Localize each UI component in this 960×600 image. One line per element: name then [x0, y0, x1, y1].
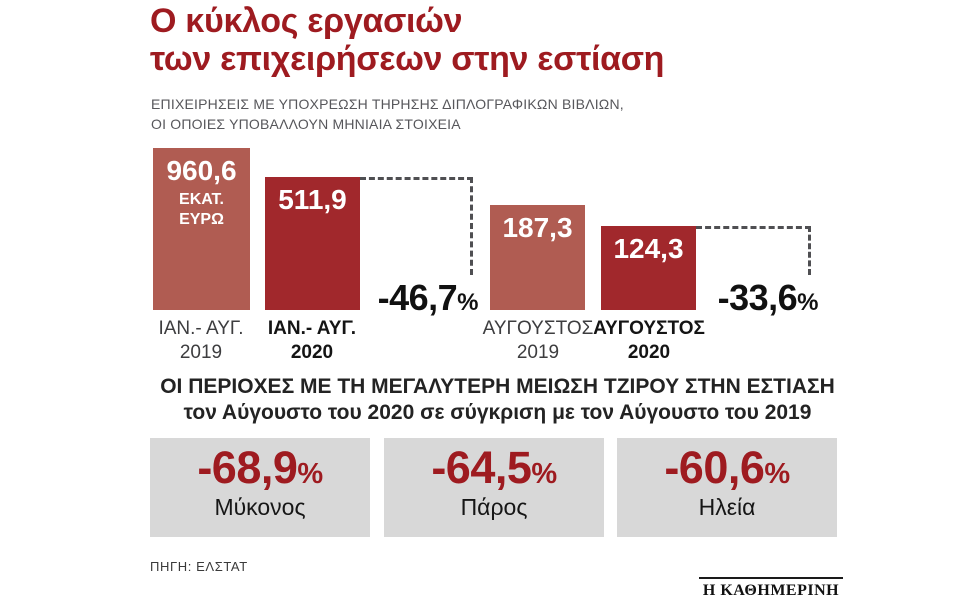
chart-subtitle-line-1: ΕΠΙΧΕΙΡΗΣΕΙΣ ΜΕ ΥΠΟΧΡΕΩΣΗ ΤΗΡΗΣΗΣ ΔΙΠΛΟΓ…: [151, 96, 624, 112]
bar-unit-line-1: ΕΚΑΤ.: [179, 191, 224, 208]
region-name: Ηλεία: [698, 494, 756, 520]
percent-sign: %: [797, 289, 818, 316]
bar-label-line-2: 2019: [179, 342, 223, 364]
bar-aug-2020-value: 124,3: [613, 233, 684, 264]
page-title-line-1: Ο κύκλος εργασιών: [150, 2, 463, 40]
region-card-paros: -64,5% Πάρος: [384, 438, 604, 537]
percent-sign: %: [457, 289, 478, 316]
bar-label-line-2: 2020: [627, 342, 671, 364]
percent-sign: %: [764, 458, 790, 490]
region-card-mykonos: -68,9% Μύκονος: [150, 438, 370, 537]
change-label-aug: -33,6%: [688, 277, 819, 319]
bar-label-line-1: ΙΑΝ.- ΑΥΓ.: [267, 318, 357, 339]
bar-label-line-1: ΑΥΓΟΥΣΤΟΣ: [482, 318, 594, 339]
bar-label-line-2: 2019: [516, 342, 560, 364]
bar-label-line-2: 2020: [290, 342, 334, 364]
bar-aug-2020: 124,3: [601, 226, 696, 310]
change-bracket-aug: [696, 226, 811, 275]
page-title: Ο κύκλος εργασιών των επιχειρήσεων στην …: [150, 2, 664, 78]
chart-subtitle-line-2: ΟΙ ΟΠΟΙΕΣ ΥΠΟΒΑΛΛΟΥΝ ΜΗΝΙΑΙΑ ΣΤΟΙΧΕΙΑ: [151, 116, 461, 133]
bar-unit-line-2: ΕΥΡΩ: [179, 211, 224, 228]
chart-subtitle: ΕΠΙΧΕΙΡΗΣΕΙΣ ΜΕ ΥΠΟΧΡΕΩΣΗ ΤΗΡΗΣΗΣ ΔΙΠΛΟΓ…: [151, 94, 624, 135]
bar-janaug-2019-unit: ΕΚΑΤ. ΕΥΡΩ: [153, 190, 250, 230]
region-change-value: -60,6%: [617, 442, 837, 494]
kathimerini-logo: Η ΚΑΘΗΜΕΡΙΝΗ: [699, 577, 843, 600]
source-note: ΠΗΓΗ: ΕΛΣΤΑΤ: [150, 559, 248, 574]
bar-label-janaug-2019: ΙΑΝ.- ΑΥΓ. 2019: [141, 317, 261, 366]
regions-heading-line-2: τον Αύγουστο του 2020 σε σύγκριση με τον…: [183, 401, 812, 425]
bar-janaug-2020-value: 511,9: [278, 184, 347, 215]
region-card-ileia: -60,6% Ηλεία: [617, 438, 837, 537]
bar-label-janaug-2020: ΙΑΝ.- ΑΥΓ. 2020: [252, 317, 372, 366]
region-change-number: -68,9: [197, 442, 298, 493]
region-change-number: -64,5: [431, 442, 532, 493]
region-name: Πάρος: [460, 494, 528, 520]
change-janaug-value: -46,7: [377, 277, 458, 318]
change-aug-value: -33,6: [717, 277, 798, 318]
bar-label-aug-2019: ΑΥΓΟΥΣΤΟΣ 2019: [478, 317, 598, 366]
change-label-janaug: -46,7%: [348, 277, 479, 319]
bar-label-line-1: ΑΥΓΟΥΣΤΟΣ: [593, 318, 705, 339]
change-bracket-janaug: [360, 177, 473, 275]
page-title-line-2: των επιχειρήσεων στην εστίαση: [150, 40, 665, 79]
bar-aug-2019: 187,3: [490, 205, 585, 310]
bar-label-line-1: ΙΑΝ.- ΑΥΓ.: [158, 318, 244, 339]
percent-sign: %: [297, 458, 323, 490]
region-change-number: -60,6: [664, 442, 765, 493]
bar-janaug-2019-value: 960,6: [166, 155, 237, 186]
bar-janaug-2019: 960,6 ΕΚΑΤ. ΕΥΡΩ: [153, 148, 250, 310]
bar-aug-2019-value: 187,3: [502, 212, 573, 243]
bar-janaug-2020: 511,9: [265, 177, 360, 310]
regions-section-heading: ΟΙ ΠΕΡΙΟΧΕΣ ΜΕ ΤΗ ΜΕΓΑΛΥΤΕΡΗ ΜΕΙΩΣΗ ΤΖΙΡ…: [150, 374, 845, 427]
region-name: Μύκονος: [214, 494, 306, 520]
regions-heading-line-1: ΟΙ ΠΕΡΙΟΧΕΣ ΜΕ ΤΗ ΜΕΓΑΛΥΤΕΡΗ ΜΕΙΩΣΗ ΤΖΙΡ…: [160, 375, 835, 398]
percent-sign: %: [531, 458, 557, 490]
region-change-value: -68,9%: [150, 442, 370, 494]
bar-label-aug-2020: ΑΥΓΟΥΣΤΟΣ 2020: [589, 317, 709, 366]
region-change-value: -64,5%: [384, 442, 604, 494]
